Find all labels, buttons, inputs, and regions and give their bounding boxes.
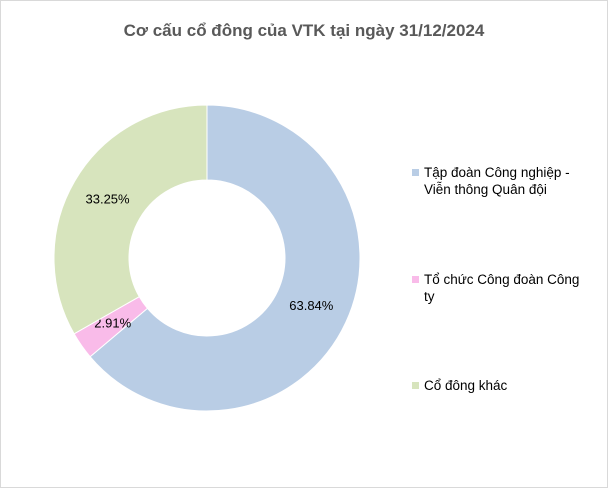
legend-swatch	[412, 169, 419, 176]
chart-title: Cơ cấu cổ đông của VTK tại ngày 31/12/20…	[123, 21, 485, 40]
legend-swatch	[412, 276, 419, 283]
slice	[53, 104, 208, 335]
legend-label: Tập đoàn Công nghiệp - Viễn thông Quân đ…	[424, 165, 570, 197]
data-label: 33.25%	[86, 192, 131, 207]
legend-label: Cổ đông khác	[424, 378, 508, 393]
data-label: 2.91%	[94, 315, 131, 330]
legend-entry: Tập đoàn Công nghiệp - Viễn thông Quân đ…	[412, 164, 592, 198]
legend-label: Tổ chức Công đoàn Công ty	[424, 272, 580, 304]
legend-entry: Cổ đông khác	[412, 377, 592, 394]
data-label: 63.84%	[289, 298, 334, 313]
slice	[89, 104, 361, 412]
legend-swatch	[412, 382, 419, 389]
legend-entry: Tổ chức Công đoàn Công ty	[412, 271, 592, 305]
